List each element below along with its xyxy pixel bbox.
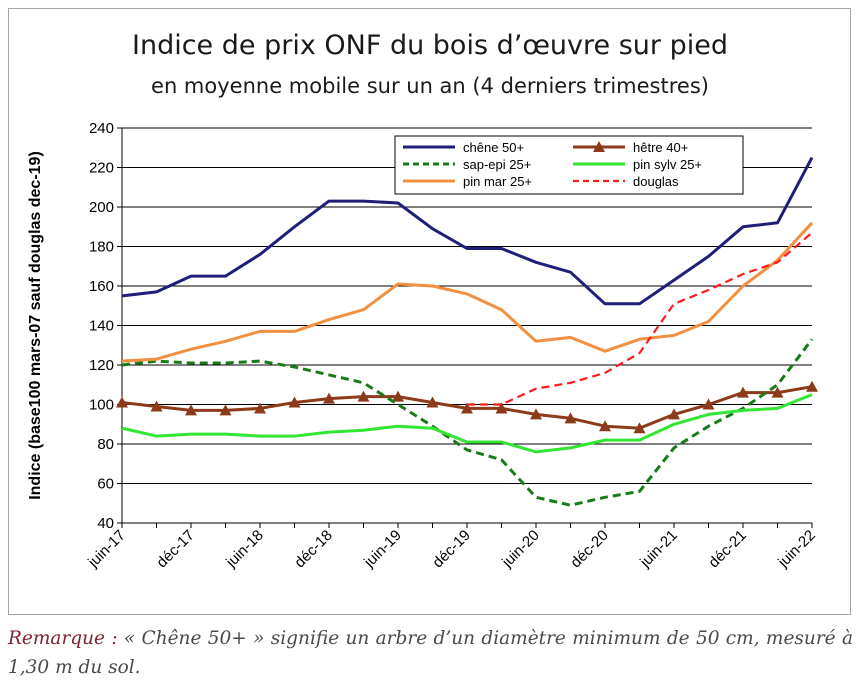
y-tick-label: 80 (97, 436, 114, 453)
y-tick-label: 120 (89, 357, 114, 374)
x-tick-label: déc-21 (705, 527, 749, 571)
chart-frame (8, 8, 851, 615)
remark-text: « Chêne 50+ » signifie un arbre d’un dia… (8, 628, 853, 678)
chart-subtitle: en moyenne mobile sur un an (4 derniers … (151, 74, 709, 98)
y-axis-label: Indice (base100 mars-07 sauf douglas dec… (27, 151, 44, 500)
series-marker-1 (495, 402, 508, 414)
series-marker-1 (737, 386, 749, 398)
series-marker-1 (461, 402, 473, 414)
series-marker-1 (633, 422, 646, 434)
series-line-0 (121, 156, 814, 306)
y-tick-label: 180 (89, 239, 114, 256)
x-tick-label: juin-21 (636, 527, 681, 572)
series-line-5 (467, 231, 813, 406)
series-marker-1 (185, 404, 197, 416)
y-tick-label: 60 (97, 476, 114, 493)
y-tick-label: 200 (89, 199, 114, 216)
legend: chêne 50+ hêtre 40+ sap-epi 25+ pin sylv 25… (394, 135, 744, 195)
remark-note: Remarque : « Chêne 50+ » signifie un arb… (8, 624, 853, 682)
x-tick-label: déc-20 (567, 527, 611, 571)
series-marker-1 (702, 398, 715, 410)
axes (117, 127, 813, 528)
x-tick-label: juin-17 (84, 527, 129, 572)
legend-label-4: pin mar 25+ (463, 174, 532, 189)
y-tick-label: 40 (97, 515, 114, 532)
series-marker-1 (599, 420, 611, 432)
remark-lead: Remarque : (8, 628, 118, 649)
series-marker-1 (564, 412, 577, 424)
chart-title: Indice de prix ONF du bois d’œuvre sur p… (132, 30, 728, 61)
line-chart: 40 60 80 100 120 140 160 180 200 220 240 juin-17 dé… (27, 120, 819, 572)
series-marker-1 (426, 396, 439, 408)
series-line-3 (121, 393, 813, 454)
series-marker-1 (771, 386, 784, 398)
x-tick-label: déc-18 (291, 527, 335, 571)
legend-label-1: hêtre 40+ (633, 140, 688, 155)
series-line-4 (121, 221, 814, 363)
legend-label-2: sap-epi 25+ (463, 157, 531, 172)
y-tick-label: 220 (89, 160, 114, 177)
legend-label-5: douglas (633, 174, 679, 189)
x-tick-label: juin-22 (774, 527, 819, 572)
legend-marker-1 (593, 141, 605, 152)
x-tick-labels: juin-17 déc-17 juin-18 déc-18 juin-19 déc-19 j… (84, 527, 819, 572)
x-tick-label: juin-19 (360, 527, 405, 572)
series-marker-1 (530, 408, 542, 420)
series-line-2 (121, 338, 814, 507)
series-marker-1 (254, 402, 266, 414)
series-marker-1 (392, 390, 404, 402)
x-tick-label: déc-17 (153, 527, 197, 571)
series-marker-1 (357, 390, 370, 402)
series-marker-1 (668, 408, 680, 420)
y-tick-labels: 40 60 80 100 120 140 160 180 200 220 240 (89, 120, 114, 532)
series-marker-1 (288, 396, 301, 408)
x-tick-label: juin-18 (222, 527, 267, 572)
x-tick-label: déc-19 (429, 527, 473, 571)
series-marker-1 (150, 400, 163, 412)
y-tick-label: 160 (89, 278, 114, 295)
y-tick-label: 100 (89, 397, 114, 414)
series-marker-1 (219, 404, 232, 416)
y-tick-label: 240 (89, 120, 114, 137)
y-tick-label: 140 (89, 318, 114, 335)
legend-label-0: chêne 50+ (463, 140, 524, 155)
series-marker-1 (323, 392, 335, 404)
series-lines (116, 156, 818, 507)
x-tick-label: juin-20 (498, 527, 543, 572)
series-marker-1 (116, 396, 128, 408)
legend-label-3: pin sylv 25+ (633, 157, 702, 172)
series-marker-1 (806, 380, 818, 392)
